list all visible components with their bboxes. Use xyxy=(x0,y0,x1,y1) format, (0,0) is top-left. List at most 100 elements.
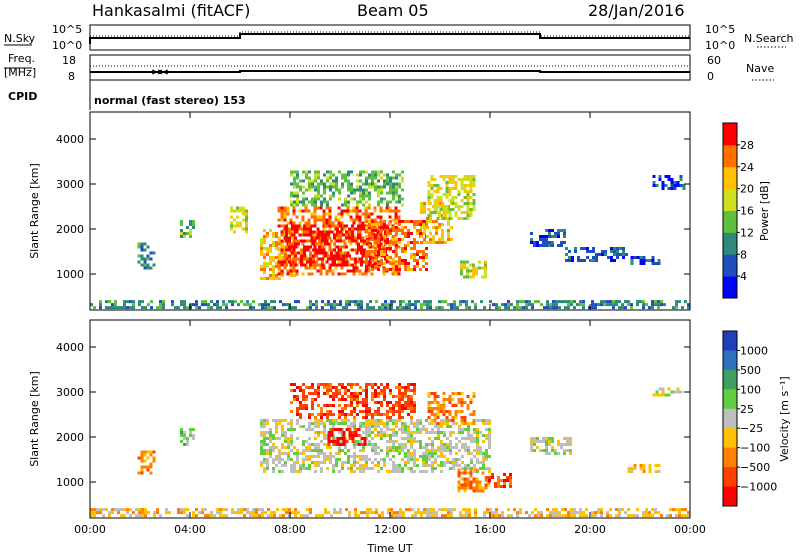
power-cell xyxy=(371,220,374,223)
vel-cell xyxy=(484,486,488,490)
vel-cell xyxy=(416,422,419,425)
power-cell xyxy=(619,247,622,250)
power-cell xyxy=(420,202,423,205)
power-cell xyxy=(252,300,255,304)
power-cell xyxy=(347,185,350,189)
vel-cell xyxy=(123,514,126,518)
power-cell xyxy=(416,250,419,253)
power-cell xyxy=(408,300,411,304)
vel-cell xyxy=(93,514,96,518)
power-cell xyxy=(436,196,440,199)
power-cell xyxy=(639,262,643,265)
vel-cell xyxy=(461,431,464,434)
power-cell xyxy=(401,232,404,235)
vel-cell xyxy=(260,446,263,449)
vel-cell xyxy=(487,483,491,487)
power-cell xyxy=(366,306,369,310)
vel-cell xyxy=(314,398,317,401)
power-cell xyxy=(298,209,302,213)
vel-cell xyxy=(183,511,186,515)
power-cell xyxy=(380,223,383,226)
vel-cell xyxy=(495,514,498,518)
power-cell xyxy=(335,185,338,189)
vel-cell xyxy=(207,514,210,518)
power-cell xyxy=(280,251,284,255)
vel-cell xyxy=(381,514,384,518)
power-cell xyxy=(337,218,341,222)
power-cell xyxy=(642,259,646,262)
power-cell xyxy=(321,233,324,237)
power-cell xyxy=(398,262,401,265)
power-cell xyxy=(379,206,383,210)
vel-cell xyxy=(204,514,207,518)
vel-cell xyxy=(380,389,383,392)
vel-cell xyxy=(416,464,419,467)
power-cell xyxy=(93,306,96,310)
vel-cell xyxy=(410,410,413,413)
vel-cell xyxy=(555,511,558,515)
vel-cell xyxy=(446,449,449,452)
power-cell xyxy=(429,306,432,310)
power-cell xyxy=(445,196,449,199)
vel-cell xyxy=(464,437,467,440)
vel-cell xyxy=(332,455,335,458)
vel-cell xyxy=(542,449,545,452)
power-cell xyxy=(277,218,281,222)
vel-cell xyxy=(497,479,500,482)
vel-cell xyxy=(425,470,428,473)
power-cell xyxy=(297,257,300,261)
power-cell xyxy=(448,199,452,202)
vel-cell xyxy=(503,473,506,476)
vel-cell xyxy=(432,508,435,512)
power-cell xyxy=(374,176,377,180)
power-cell xyxy=(478,266,481,270)
vel-cell xyxy=(252,514,255,518)
vel-cell xyxy=(395,419,398,422)
power-cell xyxy=(309,306,312,310)
power-cell xyxy=(308,182,311,186)
power-cell xyxy=(441,300,444,304)
vel-cell xyxy=(430,410,434,413)
power-cell xyxy=(321,263,324,267)
power-cell xyxy=(390,306,393,310)
vel-cell xyxy=(427,410,431,413)
power-cell xyxy=(436,187,440,190)
power-cell xyxy=(420,226,423,229)
vel-cell xyxy=(374,446,377,449)
vel-cell xyxy=(455,458,458,461)
power-cell xyxy=(285,227,288,231)
power-cell xyxy=(331,221,335,225)
power-cell xyxy=(292,269,296,273)
vel-cell xyxy=(183,434,186,437)
vel-cell xyxy=(354,428,358,431)
power-cell xyxy=(204,300,207,304)
vel-cell xyxy=(460,416,464,419)
power-cell xyxy=(398,238,401,241)
vel-cell xyxy=(302,392,305,395)
vel-cell xyxy=(485,455,488,458)
vel-cell xyxy=(152,450,156,454)
vel-cell xyxy=(350,413,353,416)
vel-cell xyxy=(308,425,311,428)
power-cell xyxy=(315,260,318,264)
power-cell xyxy=(288,257,291,261)
vel-cell xyxy=(479,461,482,464)
power-cell xyxy=(263,253,266,256)
vel-cell xyxy=(648,511,651,515)
vel-cell xyxy=(684,514,687,518)
vel-cell xyxy=(460,471,464,475)
vel-cell xyxy=(579,508,582,512)
vel-cell xyxy=(350,395,353,398)
power-cell xyxy=(481,266,484,270)
vel-cell xyxy=(305,446,308,449)
power-cell xyxy=(567,303,570,307)
vel-cell xyxy=(332,404,335,407)
power-cell xyxy=(305,203,308,207)
vel-cell xyxy=(460,410,464,413)
power-cell xyxy=(365,256,368,259)
power-cell xyxy=(311,197,314,201)
vel-cell xyxy=(299,452,302,455)
vel-cell xyxy=(329,446,332,449)
vel-cell xyxy=(410,467,413,470)
power-cell xyxy=(475,272,478,276)
